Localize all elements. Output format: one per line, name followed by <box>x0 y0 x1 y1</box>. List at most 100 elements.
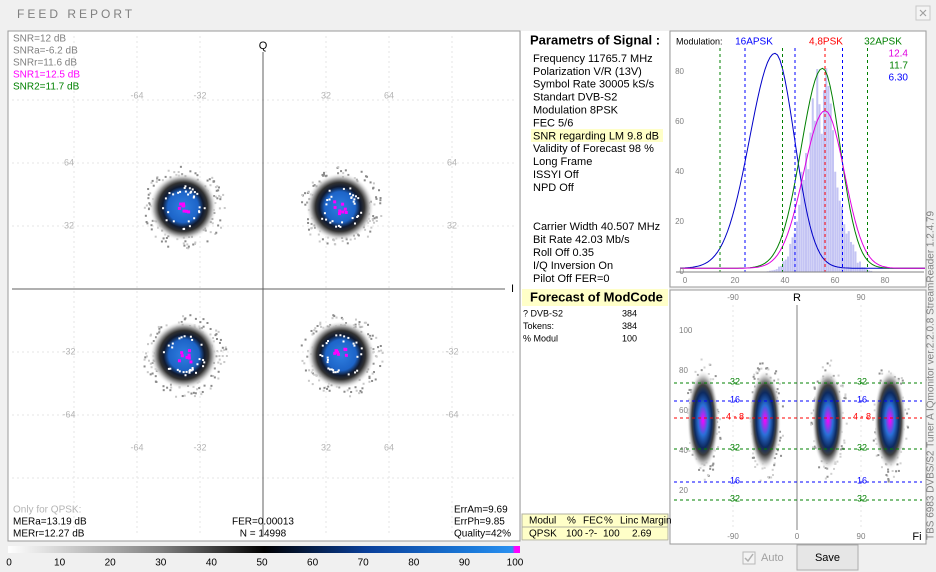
eye-cloud <box>874 370 906 470</box>
colorbar-label: 70 <box>358 558 370 569</box>
cloud-speck <box>170 386 173 389</box>
colorbar-label: 40 <box>206 558 218 569</box>
auto-checkbox[interactable]: Auto <box>742 551 784 565</box>
cloud-speck <box>380 349 383 352</box>
cloud-speck <box>330 368 333 371</box>
cloud-speck <box>209 231 212 234</box>
cloud-speck <box>369 334 372 337</box>
cloud-speck <box>371 219 374 222</box>
cloud-speck <box>192 243 195 246</box>
close-button[interactable] <box>915 5 931 21</box>
cloud-speck <box>373 221 376 224</box>
hist-bar <box>811 98 814 272</box>
cloud-speck <box>373 217 376 220</box>
cloud-speck <box>210 384 213 387</box>
cloud-speck <box>366 175 369 178</box>
colorbar-label: 0 <box>6 558 12 569</box>
cloud-core <box>180 354 184 358</box>
snr-stat: SNR1=12.5 dB <box>13 70 80 81</box>
cloud-speck <box>312 332 315 335</box>
cloud-speck <box>150 181 153 184</box>
cloud <box>150 321 218 389</box>
cloud-speck <box>380 215 383 218</box>
cloud-speck <box>202 318 205 321</box>
legend-title: Modulation: <box>676 36 723 46</box>
hist-bar <box>769 270 771 272</box>
cloud-speck <box>189 314 192 317</box>
level-label: 32 <box>730 376 740 386</box>
cloud-speck <box>152 184 155 187</box>
cloud-speck <box>220 349 223 352</box>
eye-speck <box>753 377 756 380</box>
eye-speck <box>703 366 706 369</box>
cloud-speck <box>215 189 218 192</box>
cloud-speck <box>182 315 185 318</box>
cloud-speck <box>220 226 223 229</box>
top-label: R <box>793 292 801 304</box>
eye-speck <box>907 426 910 429</box>
cloud-speck <box>186 247 189 250</box>
cloud-core <box>185 355 189 359</box>
cloud-speck <box>341 318 344 321</box>
cloud-speck <box>341 240 344 243</box>
forecast-value: 384 <box>622 308 637 318</box>
hist-bar <box>807 169 810 272</box>
cloud-speck <box>327 385 330 388</box>
eye-speck <box>897 469 900 472</box>
bottom-label: 90 <box>857 532 866 541</box>
cloud-core <box>182 204 186 208</box>
save-button[interactable]: Save <box>796 544 859 571</box>
cloud-speck <box>361 325 364 328</box>
cloud-speck <box>162 389 165 392</box>
eye-speck <box>810 423 813 426</box>
window-title: FEED REPORT <box>17 7 135 21</box>
cloud-speck <box>364 321 367 324</box>
cloud-speck <box>200 393 203 396</box>
cloud-speck <box>219 362 222 365</box>
grid-label: 32 <box>321 90 331 100</box>
cloud-speck <box>218 341 221 344</box>
snr-stat: SNRa=-6.2 dB <box>13 46 78 57</box>
eye-speck <box>829 364 832 367</box>
cloud-speck <box>326 361 329 364</box>
grid-label: 64 <box>447 157 457 167</box>
cloud-speck <box>342 172 345 175</box>
cloud-speck <box>182 228 185 231</box>
cloud-speck <box>146 222 149 225</box>
auto-label: Auto <box>761 552 784 564</box>
eye-speck <box>771 474 774 477</box>
cloud-speck <box>145 355 148 358</box>
eye-speck <box>688 388 691 391</box>
cloud-speck <box>198 210 201 213</box>
cloud-speck <box>300 344 303 347</box>
cloud-speck <box>346 242 349 245</box>
grid-label: 32 <box>321 442 331 452</box>
cloud-speck <box>218 358 221 361</box>
cloud-speck <box>372 371 375 374</box>
cloud-speck <box>219 219 222 222</box>
cloud-speck <box>321 344 324 347</box>
hist-bar <box>868 270 870 272</box>
eye-speck <box>887 470 890 473</box>
cloud-speck <box>178 337 181 340</box>
eye-plot: 32 32 16 16 4 - 8 4 - 8 32 32 16 16 32 32 -90 R 90 -90 0… <box>674 292 922 543</box>
eye-speck <box>755 371 758 374</box>
cloud-speck <box>303 362 306 365</box>
cloud-speck <box>151 372 154 375</box>
eye-speck <box>899 462 902 465</box>
eye-cloud <box>749 370 781 470</box>
eye-cloud <box>812 370 844 470</box>
cloud-speck <box>223 207 226 210</box>
cloud-speck <box>375 355 378 358</box>
y-label: 100 <box>679 326 693 335</box>
eye-speck <box>702 469 705 472</box>
cloud-speck <box>339 225 342 228</box>
cloud-speck <box>332 369 335 372</box>
cloud-speck <box>145 352 148 355</box>
cloud-speck <box>353 198 356 201</box>
cloud-speck <box>379 202 382 205</box>
hist-bar <box>778 266 780 272</box>
eye-speck <box>700 358 703 361</box>
cloud-speck <box>326 199 329 202</box>
colorbar-label: 30 <box>155 558 167 569</box>
